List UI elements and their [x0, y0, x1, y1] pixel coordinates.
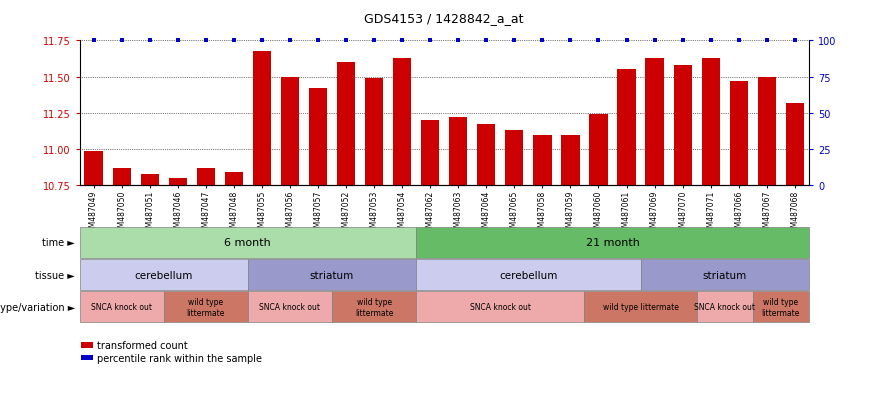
Bar: [590, 115, 607, 186]
Text: striatum: striatum: [310, 270, 354, 280]
Text: striatum: striatum: [703, 270, 747, 280]
Text: SNCA knock out: SNCA knock out: [91, 303, 152, 311]
Bar: [533, 135, 552, 186]
Bar: [112, 169, 131, 186]
Text: transformed count: transformed count: [97, 340, 188, 350]
Bar: [337, 63, 355, 186]
Bar: [281, 77, 299, 186]
Bar: [758, 77, 776, 186]
Bar: [702, 59, 720, 186]
Text: time ►: time ►: [42, 237, 75, 248]
Bar: [645, 59, 664, 186]
Bar: [365, 79, 383, 186]
Text: SNCA knock out: SNCA knock out: [694, 303, 755, 311]
Text: wild type
littermate: wild type littermate: [762, 297, 800, 317]
Bar: [729, 82, 748, 186]
Bar: [674, 66, 692, 186]
Bar: [85, 151, 103, 186]
Text: tissue ►: tissue ►: [35, 270, 75, 280]
Text: wild type littermate: wild type littermate: [603, 303, 679, 311]
Bar: [393, 59, 411, 186]
Bar: [253, 51, 271, 186]
Bar: [617, 70, 636, 186]
Bar: [196, 169, 215, 186]
Text: SNCA knock out: SNCA knock out: [469, 303, 530, 311]
Bar: [449, 118, 468, 186]
Bar: [786, 103, 804, 186]
Text: SNCA knock out: SNCA knock out: [259, 303, 320, 311]
Text: cerebellum: cerebellum: [134, 270, 193, 280]
Bar: [169, 178, 187, 186]
Bar: [225, 173, 243, 186]
Text: GDS4153 / 1428842_a_at: GDS4153 / 1428842_a_at: [364, 12, 524, 25]
Bar: [421, 121, 439, 186]
Bar: [561, 135, 580, 186]
Text: genotype/variation ►: genotype/variation ►: [0, 302, 75, 312]
Text: wild type
littermate: wild type littermate: [187, 297, 225, 317]
Text: percentile rank within the sample: percentile rank within the sample: [97, 353, 263, 363]
Text: wild type
littermate: wild type littermate: [354, 297, 393, 317]
Text: 21 month: 21 month: [585, 237, 639, 248]
Text: 6 month: 6 month: [225, 237, 271, 248]
Bar: [141, 174, 159, 186]
Bar: [477, 125, 495, 186]
Text: cerebellum: cerebellum: [499, 270, 558, 280]
Bar: [506, 131, 523, 186]
Bar: [309, 89, 327, 186]
